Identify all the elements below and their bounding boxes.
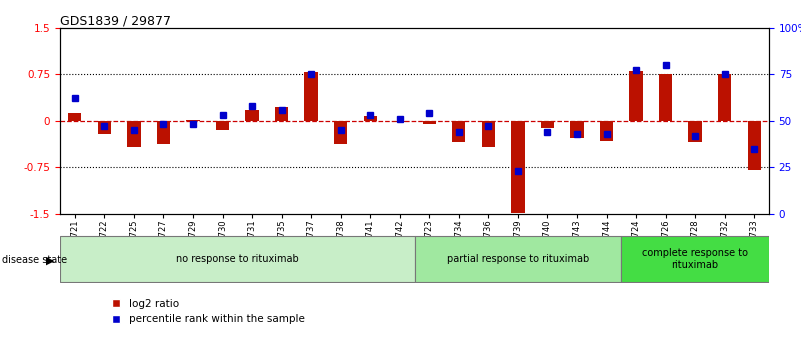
Text: GDS1839 / 29877: GDS1839 / 29877 [60,14,171,28]
Bar [216,121,229,130]
Text: disease state: disease state [2,256,66,265]
Bar [747,121,761,170]
Bar [393,121,406,122]
Bar [364,116,376,121]
Bar [511,121,525,213]
Bar [275,107,288,121]
Bar [570,121,584,138]
Bar [98,121,111,135]
Bar [541,121,554,128]
Bar [600,121,613,141]
Text: ▶: ▶ [46,256,54,265]
FancyBboxPatch shape [415,236,622,282]
Bar [453,121,465,142]
Bar [718,73,731,121]
Bar [304,72,318,121]
Bar [630,71,642,121]
Bar [68,113,82,121]
Bar [689,121,702,142]
Text: partial response to rituximab: partial response to rituximab [447,254,589,264]
Bar [157,121,170,144]
Bar [334,121,348,144]
FancyBboxPatch shape [60,236,415,282]
FancyBboxPatch shape [622,236,769,282]
Bar [127,121,140,147]
Text: no response to rituximab: no response to rituximab [176,254,299,264]
Bar [187,119,199,121]
Bar [481,121,495,147]
Bar [245,110,259,121]
Legend: log2 ratio, percentile rank within the sample: log2 ratio, percentile rank within the s… [108,295,308,328]
Bar [659,74,672,121]
Bar [423,121,436,124]
Text: complete response to
rituximab: complete response to rituximab [642,248,748,269]
